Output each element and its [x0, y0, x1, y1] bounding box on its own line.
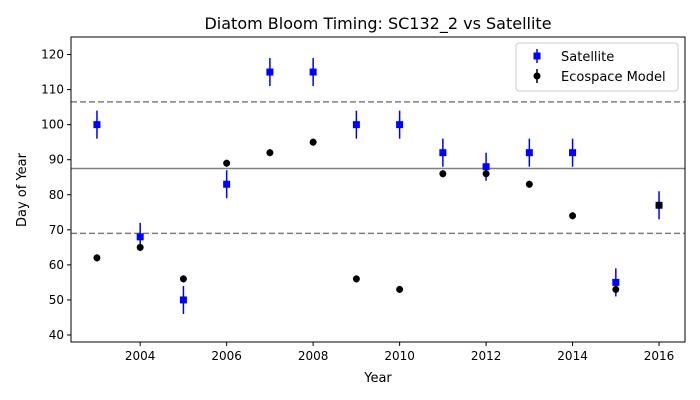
legend-satellite-label: Satellite	[561, 50, 614, 65]
y-tick-label: 90	[49, 153, 64, 167]
data-marks	[93, 58, 663, 314]
y-tick-label: 40	[49, 328, 64, 342]
x-tick-label: 2008	[298, 349, 329, 363]
y-tick-label: 50	[49, 293, 64, 307]
chart-title: Diatom Bloom Timing: SC132_2 vs Satellit…	[204, 14, 551, 34]
ecospace-model-point	[396, 285, 404, 293]
ecospace-model-point	[655, 201, 663, 209]
ecospace-model-point	[136, 243, 144, 251]
ecospace-model-point	[179, 275, 187, 283]
satellite-point	[309, 68, 317, 76]
y-tick-label: 100	[41, 118, 64, 132]
plot-frame	[70, 36, 686, 343]
ecospace-model-point	[612, 285, 620, 293]
satellite-point	[93, 121, 101, 129]
ecospace-model-point	[525, 180, 533, 188]
x-tick-label: 2014	[557, 349, 588, 363]
x-axis-label: Year	[363, 371, 392, 386]
satellite-point	[396, 121, 404, 129]
satellite-point	[482, 163, 490, 171]
y-axis-label: Day of Year	[15, 152, 30, 227]
x-tick-label: 2010	[384, 349, 415, 363]
y-tick-label: 80	[49, 188, 64, 202]
legend-ecospace-model-marker	[533, 72, 541, 80]
axis-ticks: 2004 2006 2008 2010 2012 2014 2016 40 50 60 70 80 90…	[41, 48, 674, 363]
satellite-point	[525, 149, 533, 157]
satellite-point	[352, 121, 360, 129]
satellite-point	[439, 149, 447, 157]
ecospace-model-point	[569, 212, 577, 220]
ecospace-model-point	[439, 170, 447, 178]
legend-satellite-marker	[533, 52, 541, 60]
satellite-point	[612, 278, 620, 286]
ecospace-model-point	[352, 275, 360, 283]
y-tick-label: 60	[49, 258, 64, 272]
ecospace-model-point	[309, 138, 317, 146]
satellite-point	[266, 68, 274, 76]
y-tick-label: 110	[41, 83, 64, 97]
satellite-point	[569, 149, 577, 157]
y-tick-label: 120	[41, 48, 64, 62]
reference-lines	[71, 101, 685, 235]
legend-ecospace-model-label: Ecospace Model	[561, 70, 666, 85]
legend: Satellite Ecospace Model	[515, 42, 679, 92]
x-tick-label: 2016	[644, 349, 675, 363]
satellite-point	[136, 233, 144, 241]
ecospace-model-point	[93, 254, 101, 262]
satellite-point	[179, 296, 187, 304]
legend-items: Satellite Ecospace Model	[533, 49, 666, 85]
y-tick-label: 70	[49, 223, 64, 237]
x-tick-label: 2012	[471, 349, 502, 363]
legend-frame	[515, 42, 679, 92]
satellite-point	[223, 180, 231, 188]
ecospace-model-point	[266, 149, 274, 157]
x-tick-label: 2004	[125, 349, 156, 363]
ecospace-model-point	[223, 159, 231, 167]
x-tick-label: 2006	[211, 349, 242, 363]
ecospace-model-point	[482, 170, 490, 178]
